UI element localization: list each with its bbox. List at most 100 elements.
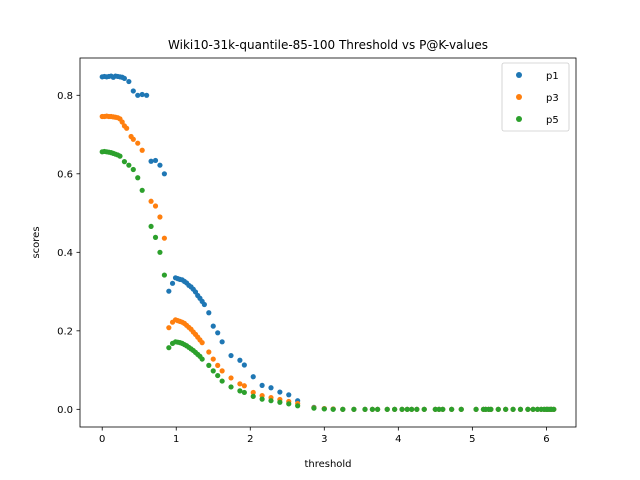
data-point-p5 <box>375 406 381 412</box>
data-point-p5 <box>340 406 346 412</box>
data-point-p5 <box>286 401 292 407</box>
data-point-p3 <box>210 356 216 362</box>
data-point-p5 <box>503 406 509 412</box>
data-point-p5 <box>199 356 205 362</box>
data-point-p3 <box>199 340 205 346</box>
legend-label-p3: p3 <box>546 93 559 104</box>
data-point-p3 <box>166 325 172 331</box>
data-point-p5 <box>440 406 446 412</box>
points-layer <box>99 73 557 412</box>
data-point-p1 <box>152 157 159 164</box>
data-point-p5 <box>135 175 141 181</box>
data-point-p5 <box>130 166 136 173</box>
data-point-p1 <box>161 171 167 177</box>
data-point-p1 <box>268 385 274 391</box>
data-point-p5 <box>421 406 427 412</box>
data-point-p5 <box>399 406 405 412</box>
data-point-p1 <box>139 91 145 98</box>
data-point-p1 <box>135 92 141 98</box>
data-point-p5 <box>117 153 123 159</box>
data-point-p3 <box>219 368 225 374</box>
data-point-p5 <box>268 398 274 404</box>
data-point-p5 <box>139 187 145 193</box>
data-point-p1 <box>201 301 207 308</box>
data-point-p1 <box>126 78 132 85</box>
data-point-p5 <box>449 406 455 412</box>
data-point-p3 <box>250 389 256 396</box>
data-point-p3 <box>206 349 212 355</box>
data-point-p5 <box>219 378 225 384</box>
data-point-p5 <box>215 372 221 379</box>
legend-box <box>501 62 570 132</box>
data-point-p5 <box>250 393 256 399</box>
data-point-p1 <box>148 158 154 164</box>
data-point-p3 <box>130 136 136 142</box>
data-point-p3 <box>157 214 163 220</box>
legend-marker-p5 <box>516 116 522 122</box>
data-point-p1 <box>250 374 256 380</box>
x-axis: 0 1 2 3 4 5 6 <box>99 427 550 445</box>
data-point-p5 <box>210 368 216 374</box>
series-p5 <box>99 148 557 412</box>
x-tick-label: 6 <box>543 434 549 445</box>
x-tick-label: 1 <box>173 434 179 445</box>
data-point-p1 <box>121 75 128 82</box>
data-point-p5 <box>404 406 410 412</box>
y-tick-label: 0.0 <box>57 405 73 416</box>
y-axis: 0.0 0.2 0.4 0.6 0.8 <box>57 91 80 416</box>
data-point-p3 <box>161 235 167 241</box>
data-point-p3 <box>241 383 247 389</box>
data-point-p5 <box>510 406 516 412</box>
data-point-p5 <box>237 388 243 394</box>
data-point-p1 <box>130 88 136 94</box>
data-point-p5 <box>488 406 494 412</box>
data-point-p5 <box>473 406 479 412</box>
x-tick-label: 2 <box>247 434 253 445</box>
data-point-p5 <box>362 406 368 412</box>
data-point-p5 <box>228 384 234 390</box>
data-point-p1 <box>157 162 163 168</box>
data-point-p5 <box>157 249 163 255</box>
y-tick-label: 0.2 <box>57 326 73 337</box>
data-point-p5 <box>277 399 283 405</box>
data-point-p1 <box>169 280 176 286</box>
data-point-p1 <box>206 310 212 316</box>
legend-marker-p3 <box>516 94 522 100</box>
data-point-p5 <box>206 362 212 368</box>
data-point-p5 <box>126 162 132 168</box>
data-point-p5 <box>458 406 464 412</box>
x-tick-label: 4 <box>395 434 401 445</box>
data-point-p3 <box>139 147 145 153</box>
data-point-p1 <box>215 330 221 336</box>
data-point-p5 <box>259 396 265 402</box>
data-point-p5 <box>517 406 524 412</box>
legend-label-p5: p5 <box>546 115 559 126</box>
data-point-p1 <box>286 392 292 398</box>
data-point-p1 <box>241 362 247 368</box>
data-point-p1 <box>228 352 234 359</box>
data-point-p1 <box>210 323 216 329</box>
data-point-p5 <box>148 223 154 230</box>
data-point-p5 <box>121 159 128 165</box>
data-point-p5 <box>241 389 247 396</box>
data-point-p5 <box>534 406 541 412</box>
data-point-p5 <box>495 406 501 412</box>
data-point-p5 <box>525 406 531 412</box>
data-point-p5 <box>152 234 159 240</box>
data-point-p5 <box>432 406 438 412</box>
data-point-p3 <box>237 381 243 387</box>
data-point-p1 <box>259 382 265 388</box>
data-point-p3 <box>152 203 159 209</box>
data-point-p1 <box>277 389 283 395</box>
data-point-p5 <box>409 406 415 412</box>
y-tick-label: 0.4 <box>57 248 73 259</box>
plot-frame <box>79 57 577 428</box>
legend: p1 p3 p5 <box>501 62 570 132</box>
x-tick-label: 5 <box>469 434 475 445</box>
y-tick-label: 0.6 <box>57 169 73 180</box>
data-point-p5 <box>436 406 442 412</box>
data-point-p5 <box>369 406 376 412</box>
data-point-p1 <box>144 92 150 98</box>
data-point-p5 <box>321 406 327 412</box>
data-point-p5 <box>330 406 336 412</box>
